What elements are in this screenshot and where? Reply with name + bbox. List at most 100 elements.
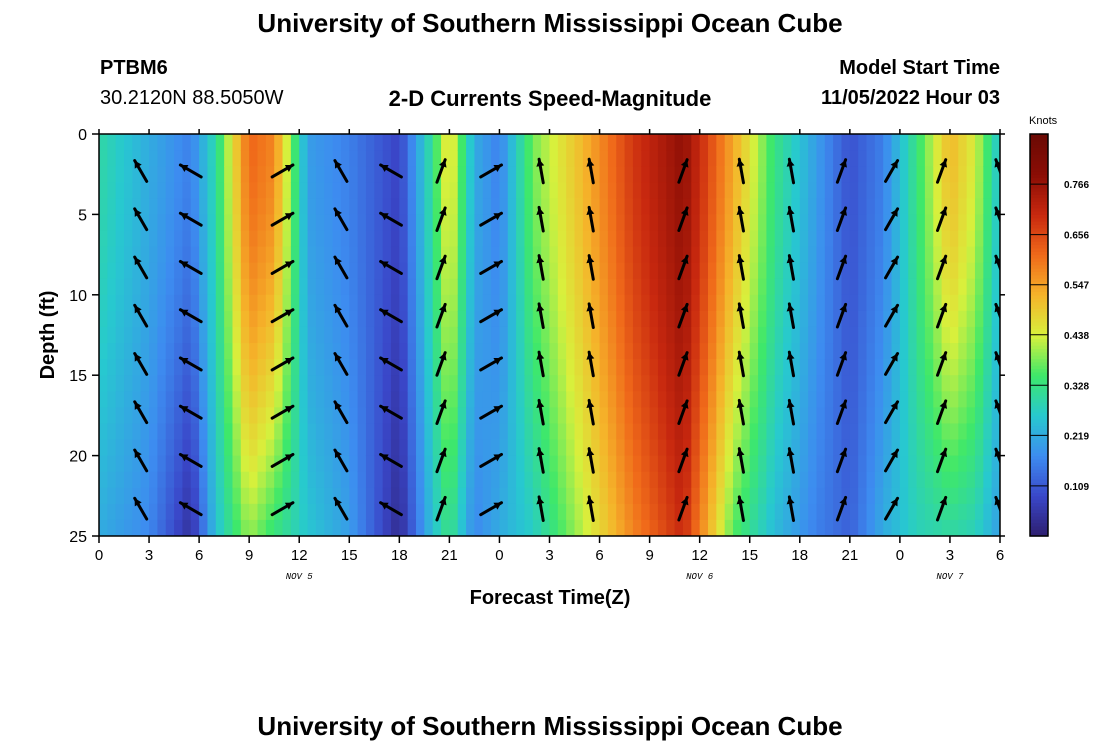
heatmap-cell [557,262,567,280]
heatmap-cell [491,150,501,167]
heatmap-cell [582,455,592,473]
heatmap-cell [657,439,667,457]
heatmap-cell [474,439,484,457]
heatmap-cell [674,294,684,312]
heatmap-cell [132,262,142,280]
heatmap-cell [824,294,834,312]
heatmap-cell [666,503,676,521]
heatmap-cell [315,278,325,296]
heatmap-cell [115,214,125,232]
footer-title: University of Southern Mississippi Ocean… [257,711,843,741]
heatmap-cell [357,150,367,167]
heatmap-cell [132,455,142,473]
heatmap-cell [799,503,809,521]
heatmap-cell [666,230,676,248]
heatmap-cell [257,423,267,441]
heatmap-cell [466,294,476,312]
heatmap-cell [340,375,350,392]
heatmap-cell [257,166,267,183]
heatmap-cell [499,182,509,199]
heatmap-cell [499,246,509,264]
heatmap-cell [908,246,918,264]
colorbar-segment [1030,351,1048,356]
heatmap-cell [849,150,859,167]
heatmap-cell [549,278,559,296]
heatmap-cell [691,294,701,312]
heatmap-cell [99,359,108,376]
heatmap-cell [240,166,250,183]
heatmap-cell [733,519,742,536]
heatmap-cell [591,246,601,264]
heatmap-cell [340,423,350,441]
heatmap-cell [899,343,909,360]
heatmap-cell [641,423,651,441]
colorbar-segment [1030,244,1048,249]
heatmap-cell [524,391,534,408]
heatmap-cell [315,359,325,376]
heatmap-cell [466,503,476,521]
heatmap-cell [607,343,617,360]
heatmap-cell [591,407,601,425]
heatmap-cell [966,262,976,280]
heatmap-cell [174,198,184,215]
heatmap-cell [708,294,717,312]
heatmap-cell [466,375,476,392]
heatmap-cell [933,503,943,521]
heatmap-cell [232,343,242,360]
heatmap-cell [599,166,609,183]
colorbar-segment [1030,525,1048,530]
heatmap-cell [949,519,959,536]
heatmap-cell [115,294,125,312]
heatmap-cell [916,375,926,392]
heatmap-cell [966,246,976,264]
heatmap-cell [482,519,492,536]
heatmap-cell [349,439,359,457]
heatmap-cell [566,310,576,328]
heatmap-cell [332,487,342,505]
heatmap-cell [182,487,192,505]
colorbar-segment [1030,445,1048,450]
heatmap-cell [899,150,909,167]
heatmap-cell [908,455,918,473]
heatmap-cell [657,166,667,183]
heatmap-cell [315,503,325,521]
heatmap-cell [833,134,843,151]
heatmap-cell [215,423,225,441]
heatmap-cell [115,455,125,473]
heatmap-cell [699,359,709,376]
heatmap-cell [949,455,959,473]
heatmap-cell [390,182,400,199]
heatmap-cell [774,359,784,376]
heatmap-cell [582,198,592,215]
heatmap-cell [824,246,834,264]
heatmap-cell [983,503,993,521]
heatmap-cell [182,407,192,425]
heatmap-cell [274,134,284,151]
heatmap-cell [774,230,784,248]
heatmap-cell [699,166,709,183]
heatmap-cell [933,471,943,489]
current-vector [178,404,203,420]
heatmap-cell [916,487,926,505]
heatmap-cell [624,278,634,296]
heatmap-cell [833,310,843,328]
heatmap-cell [958,471,968,489]
heatmap-cell [365,182,375,199]
heatmap-cell [232,455,242,473]
heatmap-cell [265,246,275,264]
current-vector [479,259,503,275]
current-vector [133,303,149,328]
heatmap-cell [833,407,843,425]
heatmap-cell [916,134,926,151]
heatmap-cell [157,423,167,441]
heatmap-cell [891,230,901,248]
heatmap-cell [416,423,425,441]
heatmap-cell [599,198,609,215]
heatmap-cell [190,439,200,457]
heatmap-cell [741,134,751,151]
heatmap-cell [733,343,742,360]
heatmap-cell [574,503,584,521]
heatmap-cell [257,359,267,376]
heatmap-cell [157,391,167,408]
heatmap-cell [641,246,651,264]
